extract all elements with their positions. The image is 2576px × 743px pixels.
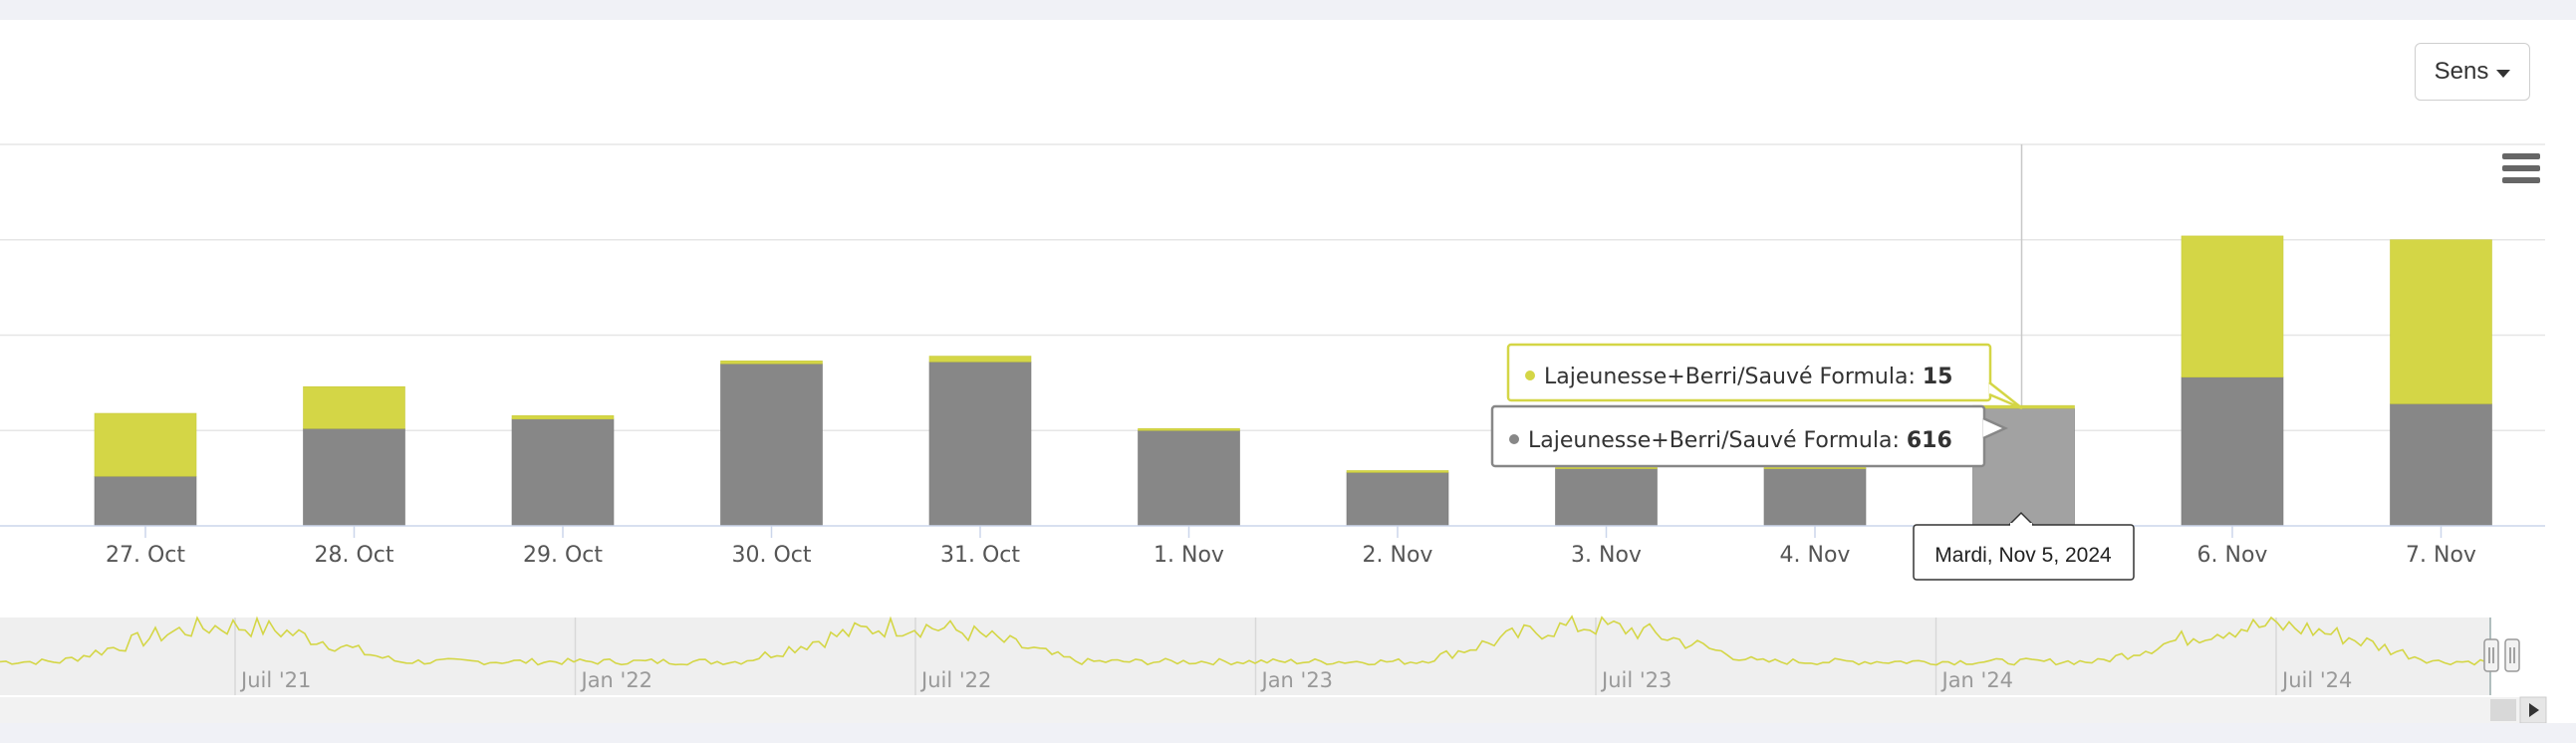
bar-gray[interactable] — [1346, 472, 1449, 527]
bar-gray[interactable] — [1763, 468, 1867, 527]
bar-yellow[interactable] — [511, 415, 615, 420]
gray-legend-dot — [1509, 434, 1519, 444]
bar-yellow[interactable] — [1138, 428, 1240, 431]
navigator-label: Jan '23 — [1260, 668, 1334, 692]
bar-gray[interactable] — [511, 418, 615, 527]
tooltip-gray-label: Lajeunesse+Berri/Sauvé Formula: — [1528, 428, 1900, 453]
navigator-label: Juil '22 — [919, 668, 991, 692]
x-tick-label: 29. Oct — [523, 543, 603, 568]
x-tick-label: 3. Nov — [1571, 543, 1642, 568]
navigator-label: Juil '23 — [1600, 668, 1672, 692]
page-bottom-strip — [0, 723, 2576, 743]
scrollbar-track[interactable] — [0, 697, 2545, 723]
arrow-right-icon — [2529, 703, 2539, 717]
navigator-label: Jan '24 — [1940, 668, 2014, 692]
context-menu-icon[interactable] — [2502, 153, 2540, 183]
scrollbar-thumb[interactable] — [2490, 699, 2516, 721]
bar-gray[interactable] — [928, 362, 1032, 527]
x-tick-label: 30. Oct — [731, 543, 811, 568]
bar-yellow[interactable] — [2390, 239, 2492, 404]
bar-yellow[interactable] — [928, 356, 1032, 363]
bar-yellow[interactable] — [1346, 470, 1449, 473]
bar-gray[interactable] — [94, 475, 197, 527]
svg-text:Lajeunesse+Berri/Sauvé Formula: Lajeunesse+Berri/Sauvé Formula: 15 — [1544, 365, 1953, 389]
bars-group — [94, 235, 2492, 527]
x-tick-label: 31. Oct — [940, 543, 1020, 568]
x-tick-label: 4. Nov — [1780, 543, 1851, 568]
series-tooltip-yellow: Lajeunesse+Berri/Sauvé Formula: 15 — [1506, 343, 2023, 410]
bar-gray[interactable] — [720, 363, 823, 527]
navigator-labels: Juil '21 Jan '22 Juil '22 Jan '23 Juil '23 Ja… — [239, 668, 2352, 692]
caret-down-icon — [2496, 69, 2511, 78]
x-tick-label: 27. Oct — [106, 543, 185, 568]
grid-lines — [0, 143, 2545, 431]
navigator-label: Jan '22 — [580, 668, 653, 692]
svg-text:Lajeunesse+Berri/Sauvé Formula: Lajeunesse+Berri/Sauvé Formula: 616 — [1528, 428, 1952, 453]
bar-yellow[interactable] — [720, 361, 823, 365]
bar-gray[interactable] — [303, 428, 405, 527]
bar-gray[interactable] — [2390, 403, 2492, 527]
navigator-label: Juil '24 — [2280, 668, 2352, 692]
bar-yellow[interactable] — [303, 385, 405, 429]
tooltip-date-text: Mardi, Nov 5, 2024 — [1934, 544, 2112, 567]
scrollbar-right-button[interactable] — [2519, 696, 2547, 724]
navigator-background — [0, 618, 2490, 695]
x-tick-label: 2. Nov — [1363, 543, 1433, 568]
navigator-series-line — [0, 615, 2487, 666]
x-tick-label: 6. Nov — [2197, 543, 2268, 568]
sens-label: Sens — [2434, 58, 2489, 85]
yellow-legend-dot — [1525, 371, 1535, 380]
tooltip-gray-value: 616 — [1907, 428, 1952, 453]
bar-gray[interactable] — [1555, 468, 1658, 527]
bar-yellow[interactable] — [94, 412, 197, 477]
bar-yellow[interactable] — [1972, 404, 2075, 409]
date-tooltip: Mardi, Nov 5, 2024 — [1913, 511, 2135, 581]
bar-gray[interactable] — [1138, 429, 1240, 527]
sens-dropdown-button[interactable]: Sens — [2415, 43, 2530, 101]
navigator-handle-left[interactable] — [2483, 638, 2499, 672]
navigator-grid — [234, 618, 2277, 695]
navigator-handle-right[interactable] — [2504, 638, 2520, 672]
x-tick-label: 7. Nov — [2406, 543, 2476, 568]
scrollbar[interactable] — [0, 696, 2547, 724]
x-tick-label: 1. Nov — [1154, 543, 1224, 568]
x-axis-labels: 27. Oct 28. Oct 29. Oct 30. Oct 31. Oct 1. No… — [106, 543, 2476, 568]
x-tick-label: 28. Oct — [314, 543, 393, 568]
series-tooltip-gray: Lajeunesse+Berri/Sauvé Formula: 616 — [1490, 404, 2009, 468]
navigator-label: Juil '21 — [239, 668, 311, 692]
tooltip-yellow-value: 15 — [1923, 365, 1953, 389]
tooltip-yellow-label: Lajeunesse+Berri/Sauvé Formula: — [1544, 365, 1916, 389]
bar-yellow[interactable] — [2181, 235, 2284, 377]
bar-gray[interactable] — [2181, 376, 2284, 527]
chart-card — [0, 20, 2576, 723]
navigator[interactable]: Juil '21 Jan '22 Juil '22 Jan '23 Juil '23 Ja… — [0, 615, 2520, 695]
